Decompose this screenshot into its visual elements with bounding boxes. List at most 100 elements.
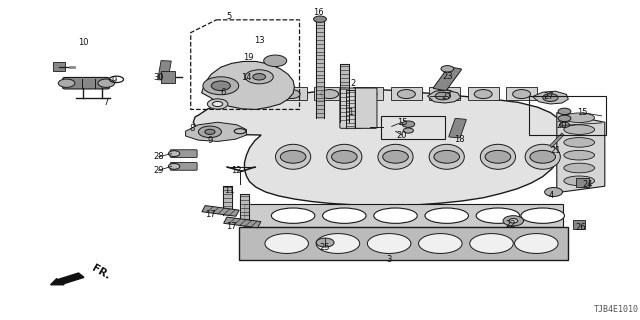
- Text: FR.: FR.: [90, 263, 111, 282]
- FancyBboxPatch shape: [276, 87, 307, 100]
- Text: 16: 16: [314, 8, 324, 17]
- Text: 15: 15: [397, 118, 407, 127]
- Ellipse shape: [564, 150, 595, 160]
- Text: 17: 17: [205, 210, 215, 219]
- Circle shape: [543, 94, 558, 101]
- Ellipse shape: [316, 234, 360, 253]
- Circle shape: [314, 16, 326, 22]
- Polygon shape: [428, 90, 461, 103]
- Text: 9: 9: [111, 76, 116, 85]
- FancyBboxPatch shape: [355, 88, 377, 128]
- Circle shape: [203, 77, 239, 95]
- Ellipse shape: [480, 144, 516, 169]
- Text: 10: 10: [78, 38, 88, 47]
- Circle shape: [402, 121, 415, 127]
- Ellipse shape: [470, 234, 513, 253]
- Text: 17: 17: [227, 222, 237, 231]
- Text: 7: 7: [103, 98, 108, 107]
- FancyBboxPatch shape: [433, 67, 461, 91]
- Ellipse shape: [323, 208, 366, 223]
- Text: 27: 27: [544, 92, 554, 100]
- Ellipse shape: [476, 208, 520, 223]
- FancyBboxPatch shape: [573, 220, 585, 229]
- Polygon shape: [193, 89, 563, 205]
- FancyBboxPatch shape: [157, 60, 172, 80]
- Circle shape: [280, 150, 306, 163]
- Ellipse shape: [327, 144, 362, 169]
- Circle shape: [558, 108, 571, 115]
- Text: 6: 6: [220, 88, 225, 97]
- Circle shape: [359, 90, 377, 99]
- Text: 1: 1: [348, 108, 353, 117]
- FancyBboxPatch shape: [202, 205, 239, 216]
- Ellipse shape: [429, 144, 465, 169]
- Text: 13: 13: [254, 36, 264, 45]
- Ellipse shape: [564, 113, 595, 123]
- Circle shape: [332, 150, 357, 163]
- Circle shape: [558, 115, 571, 122]
- Text: 3: 3: [387, 255, 392, 264]
- Circle shape: [321, 90, 339, 99]
- Text: 20: 20: [557, 121, 567, 130]
- Ellipse shape: [515, 234, 558, 253]
- FancyBboxPatch shape: [314, 87, 345, 100]
- Ellipse shape: [271, 208, 315, 223]
- Text: 11: 11: [224, 186, 234, 195]
- Circle shape: [559, 122, 570, 127]
- Circle shape: [503, 216, 524, 226]
- Circle shape: [485, 150, 511, 163]
- Circle shape: [403, 128, 413, 133]
- Text: 21: 21: [550, 146, 561, 155]
- Text: 18: 18: [454, 135, 465, 144]
- Text: 22: 22: [506, 220, 516, 229]
- Circle shape: [58, 79, 75, 87]
- Text: 30: 30: [154, 73, 164, 82]
- Text: 4: 4: [549, 191, 554, 200]
- Text: 2: 2: [351, 79, 356, 88]
- Text: TJB4E1010: TJB4E1010: [594, 305, 639, 314]
- Text: 5: 5: [227, 12, 232, 20]
- Text: 14: 14: [241, 73, 252, 82]
- Polygon shape: [186, 122, 246, 141]
- Circle shape: [198, 126, 221, 138]
- Text: 19: 19: [243, 53, 253, 62]
- FancyBboxPatch shape: [429, 87, 460, 100]
- Polygon shape: [557, 113, 605, 193]
- Circle shape: [282, 90, 300, 99]
- FancyBboxPatch shape: [340, 88, 362, 128]
- FancyBboxPatch shape: [239, 227, 568, 260]
- Circle shape: [264, 55, 287, 67]
- Text: 28: 28: [154, 152, 164, 161]
- FancyBboxPatch shape: [223, 217, 261, 228]
- Circle shape: [530, 150, 556, 163]
- Circle shape: [168, 164, 180, 169]
- Text: 12: 12: [232, 166, 242, 175]
- Circle shape: [245, 70, 273, 84]
- Ellipse shape: [419, 234, 462, 253]
- Ellipse shape: [367, 234, 411, 253]
- FancyBboxPatch shape: [170, 163, 197, 170]
- Circle shape: [513, 90, 531, 99]
- FancyBboxPatch shape: [391, 87, 422, 100]
- Ellipse shape: [374, 208, 417, 223]
- Text: 24: 24: [582, 180, 593, 189]
- Text: 9: 9: [207, 136, 212, 145]
- Circle shape: [212, 101, 223, 107]
- Ellipse shape: [275, 144, 311, 169]
- Circle shape: [434, 150, 460, 163]
- FancyBboxPatch shape: [170, 150, 197, 157]
- Ellipse shape: [564, 176, 595, 186]
- Circle shape: [98, 79, 115, 87]
- Circle shape: [253, 74, 266, 80]
- Text: 20: 20: [397, 131, 407, 140]
- Circle shape: [545, 188, 563, 196]
- Circle shape: [207, 99, 228, 109]
- Ellipse shape: [378, 144, 413, 169]
- FancyBboxPatch shape: [161, 71, 175, 83]
- Circle shape: [316, 238, 334, 247]
- FancyBboxPatch shape: [506, 87, 537, 100]
- FancyBboxPatch shape: [576, 178, 589, 187]
- Ellipse shape: [525, 144, 561, 169]
- Circle shape: [383, 150, 408, 163]
- Circle shape: [168, 151, 180, 156]
